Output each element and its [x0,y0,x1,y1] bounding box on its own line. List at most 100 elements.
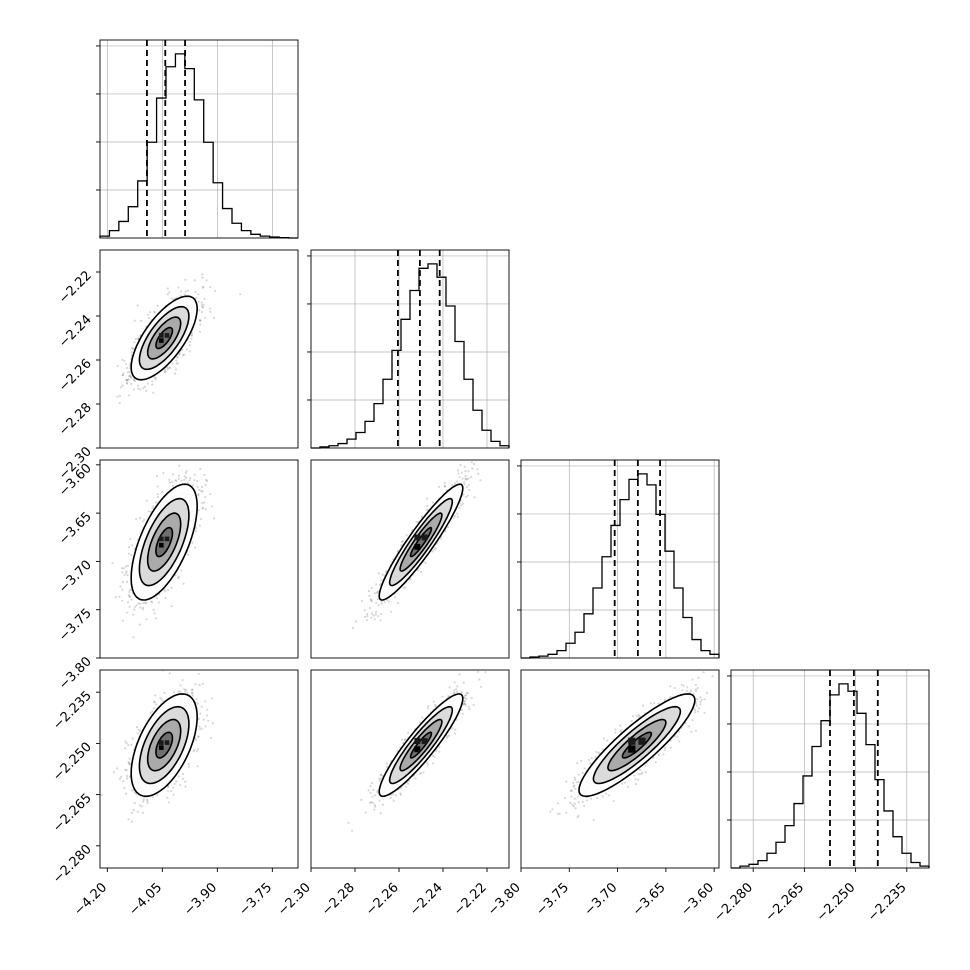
scatter-point [374,613,377,616]
scatter-point [456,480,459,483]
scatter-point [200,304,203,307]
scatter-point [146,313,150,316]
scatter-point [460,471,463,474]
scatter-point [121,571,124,574]
scatter-point [367,589,370,593]
scatter-point [462,493,465,496]
scatter-point [456,690,459,693]
scatter-point [132,613,135,616]
scatter-point [458,673,461,676]
scatter-panel-r3c0 [99,669,299,869]
scatter-point [443,481,446,484]
scatter-point [201,502,204,505]
scatter-point [464,475,467,478]
scatter-point [403,738,407,741]
scatter-point [124,565,127,568]
scatter-point [121,599,124,602]
scatter-point [128,605,131,608]
scatter-point [121,358,124,361]
scatter-point [459,463,462,467]
scatter-point [368,606,372,610]
scatter-point [401,738,404,741]
scatter-point [180,479,183,482]
scatter-point [196,485,199,489]
scatter-point [176,362,179,365]
scatter-point [100,793,103,797]
scatter-point [210,736,213,740]
scatter-point [128,364,131,367]
scatter-point [119,386,122,389]
scatter-point [124,768,127,772]
scatter-point [379,612,383,616]
scatter-point [133,319,136,322]
scatter-point [477,670,480,674]
scatter-point [179,684,182,687]
scatter-point [400,544,403,547]
scatter-point [195,750,198,753]
scatter-panel-r1c0 [99,249,299,449]
scatter-point [168,366,171,369]
scatter-point [145,618,148,621]
scatter-point [185,348,188,351]
scatter-point [360,599,364,603]
scatter-point [132,636,135,639]
scatter-point [416,569,419,572]
scatter-point [466,494,469,497]
scatter-point [173,691,176,694]
histogram-panel-0 [96,39,299,239]
scatter-point [364,811,367,814]
scatter-point [201,306,204,309]
scatter-point [127,371,130,374]
scatter-point [192,750,195,753]
scatter-point [186,289,190,292]
scatter-point [149,711,152,715]
scatter-point [372,788,375,792]
scatter-point [373,592,376,595]
scatter-point [177,775,180,778]
scatter-panel-r2c0 [99,459,299,659]
panel-frame [730,669,930,869]
scatter-point [376,598,379,601]
scatter-point [135,726,138,729]
scatter-point [151,710,154,713]
scatter-point [118,401,121,405]
scatter-point [190,691,194,695]
histogram-series [521,473,720,659]
scatter-point [145,602,148,605]
scatter-point [179,784,182,787]
scatter-point [130,553,133,557]
scatter-point [366,613,369,616]
scatter-point [131,737,134,740]
scatter-point [182,354,185,357]
scatter-point [390,610,393,613]
scatter-point [376,590,379,593]
contour-level [155,526,174,558]
scatter-point [136,732,139,735]
density-core [159,740,164,745]
scatter-point [123,573,126,577]
scatter-point [133,379,136,382]
scatter-point [114,596,117,599]
density-core [164,333,170,338]
scatter-point [375,611,378,614]
scatter-point [164,596,167,600]
panel-frame [520,459,720,659]
scatter-point [466,478,469,481]
scatter-point [473,454,475,456]
scatter-point [209,307,212,310]
scatter-point [194,290,197,294]
scatter-point [190,334,193,337]
scatter-point [375,583,378,586]
scatter-point [191,541,194,544]
scatter-point [156,495,160,499]
scatter-point [198,728,201,731]
scatter-point [141,520,144,523]
histogram-panel-3 [727,669,930,869]
scatter-point [163,370,166,373]
scatter-point [129,375,132,378]
scatter-point [202,303,205,306]
scatter-point [126,564,129,568]
scatter-point [129,537,132,541]
scatter-point [146,801,149,805]
scatter-point [379,812,382,815]
